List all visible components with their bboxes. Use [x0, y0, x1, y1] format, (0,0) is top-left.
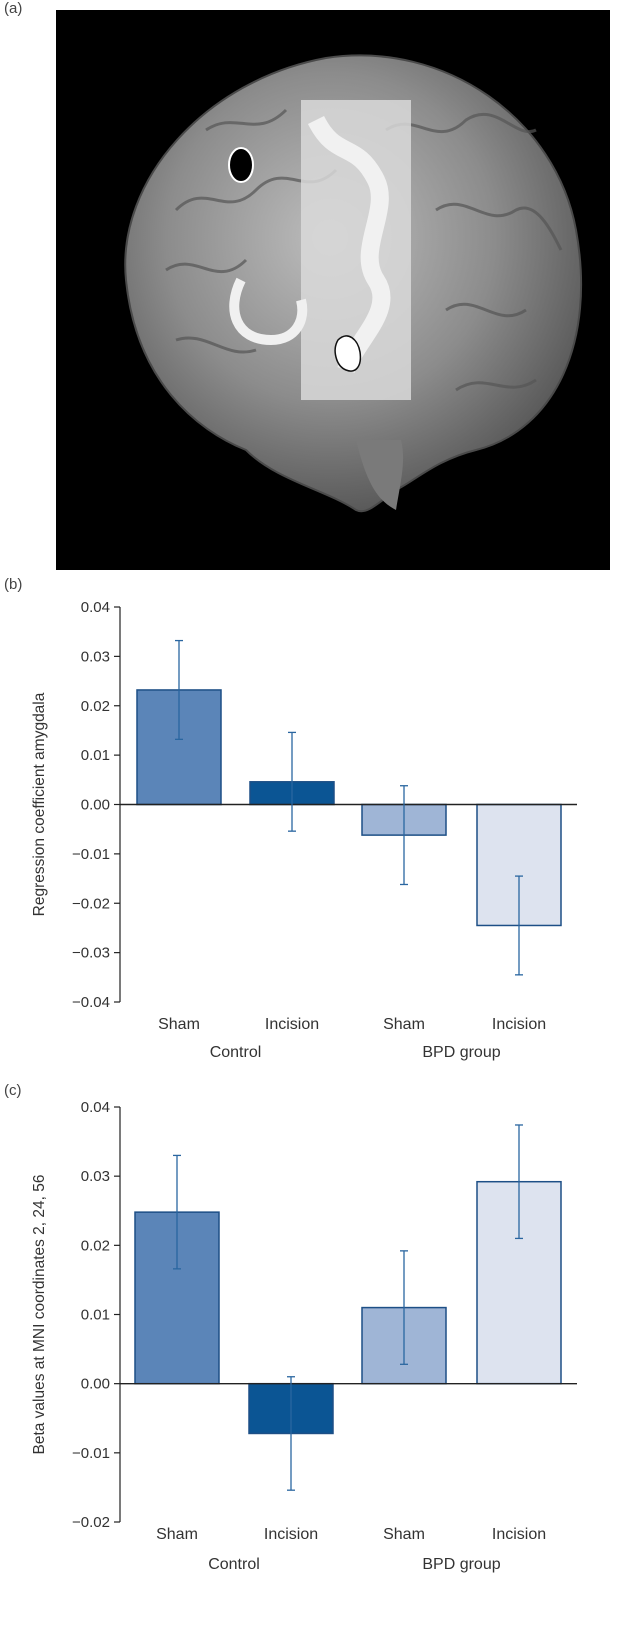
- y-tick-label: −0.01: [72, 1445, 110, 1462]
- y-tick-label: −0.01: [72, 846, 110, 863]
- y-tick-label: 0.00: [81, 797, 110, 814]
- category-label: Sham: [383, 1016, 425, 1033]
- y-tick-label: −0.02: [72, 1514, 110, 1531]
- error-bar-1: [175, 639, 183, 740]
- error-bar-1: [173, 1154, 181, 1270]
- y-tick-label: 0.04: [81, 1099, 110, 1116]
- y-tick-label: 0.01: [81, 747, 110, 764]
- error-bar-2: [288, 731, 296, 832]
- activation-cluster-amygdala: [334, 335, 362, 372]
- y-axis-label: Regression coefficient amygdala: [31, 692, 48, 916]
- y-tick-label: 0.02: [81, 1237, 110, 1254]
- y-tick-label: −0.02: [72, 895, 110, 912]
- error-bar-4: [515, 1124, 523, 1240]
- panel-label-a: (a): [4, 0, 23, 17]
- y-tick-label: 0.04: [81, 599, 110, 616]
- y-tick-label: 0.01: [81, 1307, 110, 1324]
- group-label: Control: [208, 1556, 260, 1573]
- chart-b: 0.04 0.03 0.02 0.01 0.00 −0.01 −0.02 −0.03 −0.04…: [31, 599, 577, 1061]
- error-bar-3: [400, 1250, 408, 1365]
- error-bar-4: [515, 875, 523, 976]
- y-axis-label: Beta values at MNI coordinates 2, 24, 56: [31, 1174, 48, 1454]
- y-tick-label: 0.00: [81, 1376, 110, 1393]
- category-label: Incision: [492, 1016, 546, 1033]
- category-label: Incision: [265, 1016, 319, 1033]
- group-label: BPD group: [422, 1556, 500, 1573]
- y-tick-label: −0.04: [72, 994, 110, 1011]
- y-tick-label: 0.02: [81, 698, 110, 715]
- brain-render: [124, 54, 583, 513]
- brain-stem: [356, 440, 404, 510]
- panel-label-b: (b): [4, 576, 23, 593]
- category-label: Sham: [158, 1016, 200, 1033]
- panel-label-c: (c): [4, 1082, 22, 1099]
- group-label: Control: [210, 1044, 262, 1061]
- error-bar-2: [287, 1376, 295, 1491]
- y-tick-label: 0.03: [81, 1168, 110, 1185]
- y-tick-label: −0.03: [72, 945, 110, 962]
- error-bar-3: [400, 785, 408, 886]
- category-label: Incision: [264, 1526, 318, 1543]
- category-label: Sham: [383, 1526, 425, 1543]
- group-label: BPD group: [422, 1044, 500, 1061]
- brain-mri-image: [56, 10, 610, 570]
- category-label: Sham: [156, 1526, 198, 1543]
- chart-c: 0.04 0.03 0.02 0.01 0.00 −0.01 −0.02 Beta value…: [31, 1099, 577, 1573]
- activation-cluster-frontal: [228, 147, 254, 183]
- y-tick-label: 0.03: [81, 648, 110, 665]
- category-label: Incision: [492, 1526, 546, 1543]
